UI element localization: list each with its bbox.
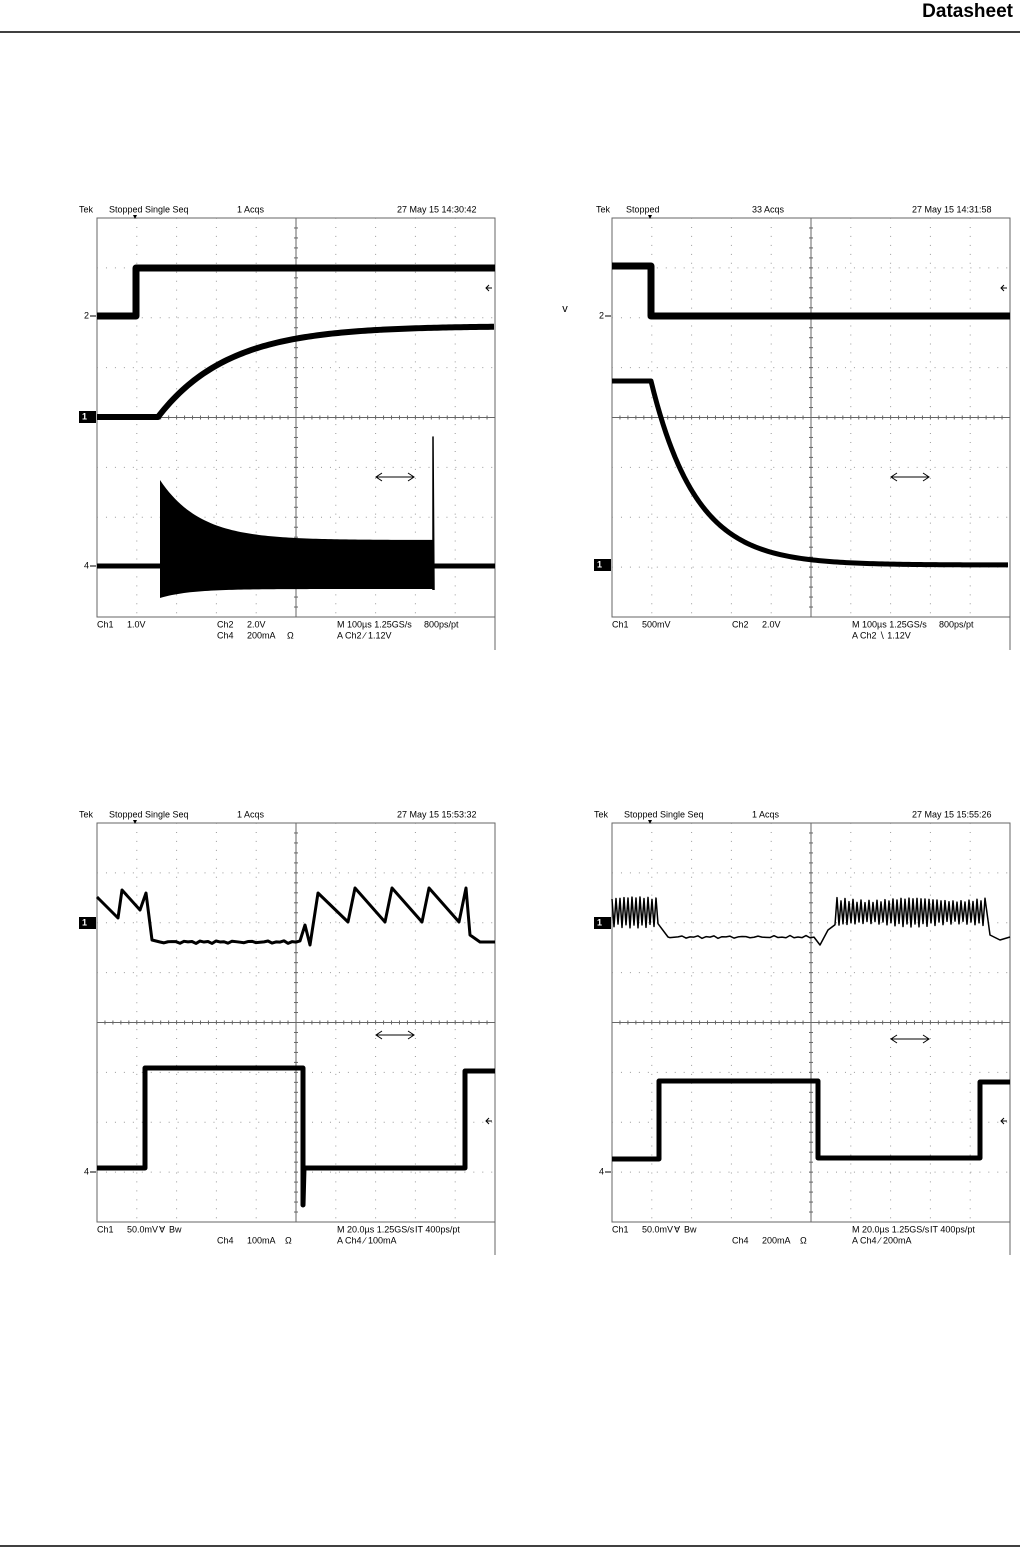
scope-footer-text: 50.0mV xyxy=(642,1224,673,1234)
scope-footer-text: Ch1 xyxy=(612,1224,629,1234)
scope-footer-text: 50.0mV xyxy=(127,1224,158,1234)
scope-footer-text: Ɐ xyxy=(159,1224,166,1234)
channel-marker: 4 xyxy=(599,1166,604,1176)
scope-header-text: Tek xyxy=(594,809,609,819)
scope-footer-text: Ɐ xyxy=(674,1224,681,1234)
channel-marker-box xyxy=(79,411,96,423)
scope-footer-text: Ch4 xyxy=(217,630,234,640)
scope-header-text: Single Seq xyxy=(145,809,189,819)
scope-footer-text: A Ch4 ∕ 100mA xyxy=(337,1235,397,1245)
waveform xyxy=(612,262,1010,320)
channel-marker: 2 xyxy=(599,310,604,320)
scope-footer-text: Ch1 xyxy=(97,619,114,629)
scope-header-text: Stopped xyxy=(109,204,143,214)
position-arrow xyxy=(890,1034,930,1044)
waveform xyxy=(612,1078,1010,1162)
page-header-title: Datasheet xyxy=(922,1,1013,22)
channel-marker: 4 xyxy=(84,560,89,570)
waveform xyxy=(95,886,495,947)
channel-marker-box xyxy=(594,559,611,571)
waveform xyxy=(97,323,495,420)
scope-footer-text: Ch2 xyxy=(217,619,234,629)
waveform xyxy=(97,1065,495,1208)
scope-header-text: Tek xyxy=(79,809,94,819)
scope-footer-text: A Ch2 ∖ 1.12V xyxy=(852,630,911,640)
scope-header-text: 1 Acqs xyxy=(752,809,780,819)
channel-marker: 1 xyxy=(82,411,87,421)
level-marker xyxy=(485,284,492,292)
trigger-marker xyxy=(648,820,652,824)
scope-footer-text: 2.0V xyxy=(247,619,266,629)
waveform xyxy=(432,436,435,591)
scope-footer-text: Ch4 xyxy=(732,1235,749,1245)
scope-footer-text: A Ch4 ∕ 200mA xyxy=(852,1235,912,1245)
scope-header-text: Single Seq xyxy=(145,204,189,214)
stray-mark: v xyxy=(562,303,568,315)
scope-header-text: Stopped xyxy=(624,809,658,819)
scope-footer-text: 2.0V xyxy=(762,619,781,629)
channel-marker: 1 xyxy=(597,559,602,569)
position-arrow xyxy=(890,472,930,482)
scope-header-text: 33 Acqs xyxy=(752,204,785,214)
scope-footer-text: Ch1 xyxy=(612,619,629,629)
waveform xyxy=(611,896,1011,946)
scope-header-text: Stopped xyxy=(626,204,660,214)
scope-footer-text: 800ps/pt xyxy=(939,619,974,629)
scope-header-text: 27 May 15 14:30:42 xyxy=(397,204,477,214)
channel-marker: 2 xyxy=(84,310,89,320)
channel-marker-box xyxy=(594,917,611,929)
scope-header-text: 27 May 15 14:31:58 xyxy=(912,204,992,214)
scope-footer-text: Bw xyxy=(684,1224,697,1234)
scope-footer-text: 200mA xyxy=(247,630,276,640)
scope-footer-text: Bw xyxy=(169,1224,182,1234)
level-marker xyxy=(485,1117,492,1125)
scope-footer-text: M 100µs 1.25GS/s xyxy=(337,619,412,629)
scope-header-text: Stopped xyxy=(109,809,143,819)
scope-footer-text: IT 400ps/pt xyxy=(930,1224,975,1234)
scope-header-text: Tek xyxy=(79,204,94,214)
scope-header-text: 27 May 15 15:53:32 xyxy=(397,809,477,819)
scope-header-text: 1 Acqs xyxy=(237,809,265,819)
scope-footer-text: A Ch2 ∕ 1.12V xyxy=(337,630,392,640)
scope-footer-text: M 100µs 1.25GS/s xyxy=(852,619,927,629)
scope-footer-text: 500mV xyxy=(642,619,671,629)
scope-footer-text: M 20.0µs 1.25GS/s xyxy=(852,1224,930,1234)
level-marker xyxy=(1000,284,1007,292)
scope-header-text: Tek xyxy=(596,204,611,214)
position-arrow xyxy=(375,472,415,482)
position-arrow xyxy=(375,1030,415,1040)
scope-footer-text: Ω xyxy=(287,630,294,640)
scope-header-text: 27 May 15 15:55:26 xyxy=(912,809,992,819)
level-marker xyxy=(1000,1117,1007,1125)
waveform-burst xyxy=(160,480,433,598)
channel-marker: 1 xyxy=(597,917,602,927)
scope-header-text: 1 Acqs xyxy=(237,204,265,214)
scope-footer-text: 800ps/pt xyxy=(424,619,459,629)
scope-footer-text: Ch2 xyxy=(732,619,749,629)
waveform xyxy=(612,378,1009,568)
scope-footer-text: Ch4 xyxy=(217,1235,234,1245)
trigger-marker xyxy=(648,215,652,219)
waveform xyxy=(97,264,495,320)
scope-footer-text: 200mA xyxy=(762,1235,791,1245)
scope-footer-text: IT 400ps/pt xyxy=(415,1224,460,1234)
trigger-marker xyxy=(133,820,137,824)
trigger-marker xyxy=(133,215,137,219)
scope-header-text: Single Seq xyxy=(660,809,704,819)
channel-marker-box xyxy=(79,917,96,929)
scope-footer-text: 100mA xyxy=(247,1235,276,1245)
scope-footer-text: 1.0V xyxy=(127,619,146,629)
channel-marker: 1 xyxy=(82,917,87,927)
scope-footer-text: Ω xyxy=(800,1235,807,1245)
scope-footer-text: M 20.0µs 1.25GS/s xyxy=(337,1224,415,1234)
scope-footer-text: Ω xyxy=(285,1235,292,1245)
scope-footer-text: Ch1 xyxy=(97,1224,114,1234)
channel-marker: 4 xyxy=(84,1166,89,1176)
